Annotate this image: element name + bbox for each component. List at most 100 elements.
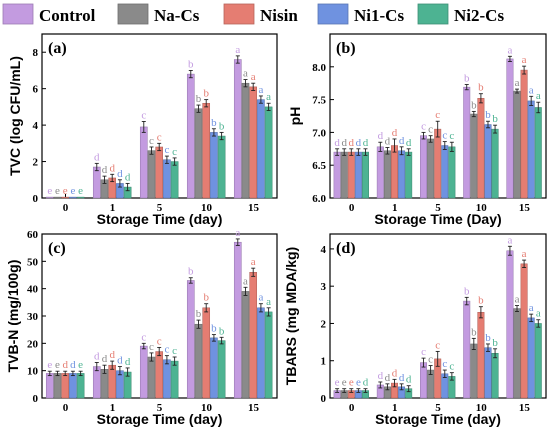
significance-letter: a [507,234,512,246]
significance-letter: b [211,117,217,129]
significance-letter: d [117,355,123,367]
significance-letter: b [464,285,470,297]
bar [513,308,521,399]
legend-item-nisin: Nisin [223,3,298,25]
bar [441,145,449,199]
y-tick-label: 8 [33,47,39,59]
y-axis-title: pH [287,107,303,126]
bar [233,241,242,399]
significance-letter: b [485,109,491,121]
bar [61,196,70,199]
significance-letter: c [442,358,447,370]
bar [257,307,265,399]
bar [420,362,428,399]
bar [163,359,171,399]
y-tick-label: 2 [321,318,327,330]
significance-letter: a [235,227,240,239]
significance-letter: d [392,367,398,379]
x-axis-title: Storage Time (day) [97,411,223,427]
bar [45,373,54,399]
bar [520,263,528,399]
significance-letter: c [164,144,169,156]
x-tick-label: 15 [248,202,260,214]
x-tick-label: 5 [157,402,163,414]
significance-letter: d [378,370,384,382]
bar [534,323,542,399]
significance-letter: e [335,377,340,389]
significance-letter: d [102,353,108,365]
significance-letter: c [442,130,447,142]
significance-letter: b [492,337,498,349]
bar [520,69,528,199]
legend-item-ni1-cs: Ni1-Cs [317,3,404,25]
bar [463,300,471,399]
bar [376,146,384,199]
x-tick-label: 0 [349,402,355,414]
bar [264,311,273,399]
panel-label: (d) [336,240,356,257]
significance-letter: c [428,354,433,366]
significance-letter: b [188,266,194,278]
x-tick-label: 1 [392,402,398,414]
significance-letter: e [70,185,75,197]
bar [470,113,478,199]
bar [92,166,101,199]
significance-letter: a [536,308,541,320]
y-tick-label: 3 [321,281,327,293]
y-tick-label: 4 [321,244,327,256]
bar [420,135,428,199]
bar [69,373,77,399]
x-tick-label: 10 [201,402,213,414]
bar [217,135,226,199]
significance-letter: d [125,171,131,183]
significance-letter: b [196,308,202,320]
bar [69,196,77,199]
bar [484,347,492,399]
legend-swatch [317,3,349,25]
x-tick-label: 15 [519,202,531,214]
bar [264,106,273,199]
y-tick-label: 20 [27,338,39,350]
significance-letter: d [109,349,115,361]
significance-letter: c [421,346,426,358]
significance-letter: d [94,151,100,163]
significance-letter: c [141,109,146,121]
significance-letter: a [266,91,271,103]
significance-letter: d [356,137,362,149]
bar [186,280,195,399]
bar [347,151,355,199]
significance-letter: e [78,185,83,197]
significance-letter: d [334,137,340,149]
significance-letter: b [203,88,209,100]
bar [470,343,478,399]
bar [340,151,348,199]
x-tick-label: 10 [476,202,488,214]
y-tick-label: 6.5 [312,160,326,172]
x-tick-label: 10 [476,402,488,414]
significance-letter: d [392,127,398,139]
significance-letter: e [55,359,60,371]
bar [257,99,265,199]
significance-letter: d [363,137,369,149]
y-axis-title: TVC (log CFU/mL) [7,56,23,176]
x-tick-label: 0 [349,202,355,214]
significance-letter: d [399,372,405,384]
significance-letter: d [62,359,68,371]
bar [448,146,456,199]
significance-letter: a [243,68,248,80]
legend-label: Ni1-Cs [354,6,404,25]
bar [241,291,250,399]
bar [354,151,362,199]
significance-letter: b [203,292,209,304]
legend-item-na-cs: Na-Cs [117,3,200,25]
legend-label: Na-Cs [154,6,200,25]
bar [210,132,218,199]
significance-letter: e [342,377,347,389]
x-tick-label: 5 [435,202,441,214]
bar [398,150,406,199]
significance-letter: a [235,44,240,56]
bar [194,323,203,399]
